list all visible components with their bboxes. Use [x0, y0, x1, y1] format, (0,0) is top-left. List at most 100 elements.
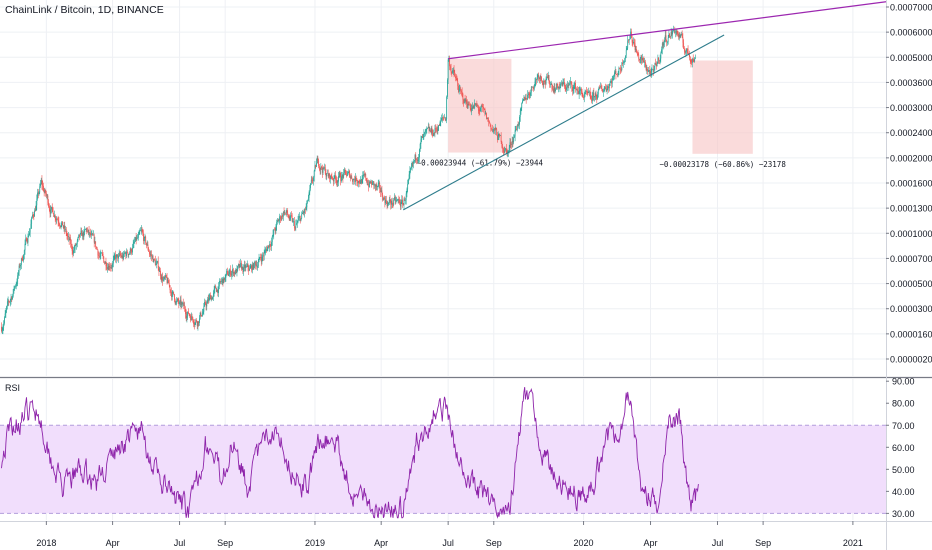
candle-down: [269, 244, 271, 246]
candle-down: [617, 74, 618, 76]
candle-up: [646, 69, 648, 70]
candle-down: [86, 228, 88, 232]
candle-up: [361, 178, 363, 184]
candle-up: [10, 297, 12, 301]
candle-down: [677, 33, 679, 35]
candle-down: [70, 244, 72, 245]
candle-up: [238, 264, 239, 267]
candle-down: [1, 326, 2, 332]
candle-down: [511, 143, 512, 145]
candle-up: [262, 255, 264, 257]
candle-up: [156, 262, 158, 265]
candle-up: [107, 267, 108, 269]
candle-up: [232, 269, 233, 273]
candle-down: [536, 79, 537, 81]
candle-up: [28, 235, 30, 237]
candle-down: [317, 157, 319, 161]
candle-up: [527, 94, 529, 100]
candle-up: [37, 192, 38, 199]
candle-down: [600, 86, 602, 89]
time-tick-label: Sep: [486, 538, 502, 548]
candle-up: [293, 221, 295, 222]
candle-down: [247, 263, 249, 268]
candle-up: [302, 212, 303, 215]
candle-up: [51, 206, 52, 210]
candle-up: [516, 124, 518, 130]
candle-down: [248, 267, 250, 271]
candle-down: [373, 181, 375, 186]
candle-down: [327, 173, 329, 177]
candle-up: [301, 214, 303, 219]
candle-down: [45, 193, 47, 196]
candle-up: [692, 58, 693, 63]
candle-up: [574, 82, 576, 87]
candle-down: [270, 244, 272, 247]
candle-up: [308, 192, 310, 199]
candle-down: [619, 68, 621, 69]
candle-down: [52, 207, 54, 214]
candle-up: [16, 282, 18, 285]
candle-up: [82, 232, 83, 236]
candle-up: [672, 30, 674, 31]
candle-down: [454, 72, 456, 77]
candle-up: [314, 165, 316, 171]
time-tick-label: 2020: [574, 538, 594, 548]
candle-down: [96, 247, 98, 250]
candle-down: [369, 181, 371, 183]
candle-down: [222, 278, 224, 284]
candle-up: [219, 281, 221, 282]
candle-up: [292, 221, 294, 222]
candle-down: [254, 262, 256, 266]
candle-up: [576, 89, 578, 91]
candle-down: [291, 215, 292, 216]
candle-up: [387, 204, 389, 207]
candle-up: [118, 255, 119, 259]
candle-up: [300, 218, 302, 221]
candle-up: [235, 269, 236, 275]
candle-down: [382, 194, 384, 201]
candle-up: [175, 302, 177, 304]
candle-up: [243, 267, 244, 272]
candle-up: [388, 199, 390, 203]
candle-down: [503, 150, 505, 153]
candle-down: [230, 273, 232, 275]
candle-down: [299, 216, 301, 221]
candle-up: [611, 78, 613, 84]
candle-up: [80, 230, 82, 234]
candle-up: [29, 232, 30, 236]
candle-up: [664, 35, 666, 41]
candle-up: [322, 167, 324, 173]
candle-down: [428, 126, 430, 131]
candle-up: [17, 275, 19, 283]
candle-up: [578, 90, 580, 95]
candle-up: [267, 245, 269, 249]
candle-down: [478, 109, 480, 112]
candle-up: [110, 266, 112, 268]
candle-down: [105, 261, 107, 267]
candle-down: [157, 261, 159, 269]
candle-up: [585, 90, 587, 94]
candle-down: [449, 66, 451, 69]
candle-up: [519, 110, 521, 117]
candle-up: [208, 297, 210, 301]
candle-down: [55, 218, 57, 220]
candle-up: [4, 317, 5, 324]
candle-down: [227, 274, 229, 276]
candle-down: [460, 90, 462, 92]
candle-up: [151, 256, 153, 257]
candle-up: [583, 94, 585, 98]
candle-down: [148, 248, 150, 252]
candle-up: [635, 49, 637, 50]
candle-up: [239, 264, 241, 268]
candle-down: [217, 289, 219, 293]
candle-up: [357, 181, 359, 184]
candle-up: [326, 173, 328, 177]
candle-up: [73, 250, 74, 254]
chart-title: ChainLink / Bitcoin, 1D, BINANCE: [5, 4, 164, 16]
candle-down: [674, 29, 676, 33]
candle-down: [146, 242, 147, 246]
candle-down: [453, 69, 455, 73]
candle-down: [645, 66, 647, 70]
candle-up: [137, 237, 139, 239]
candle-down: [516, 128, 517, 130]
